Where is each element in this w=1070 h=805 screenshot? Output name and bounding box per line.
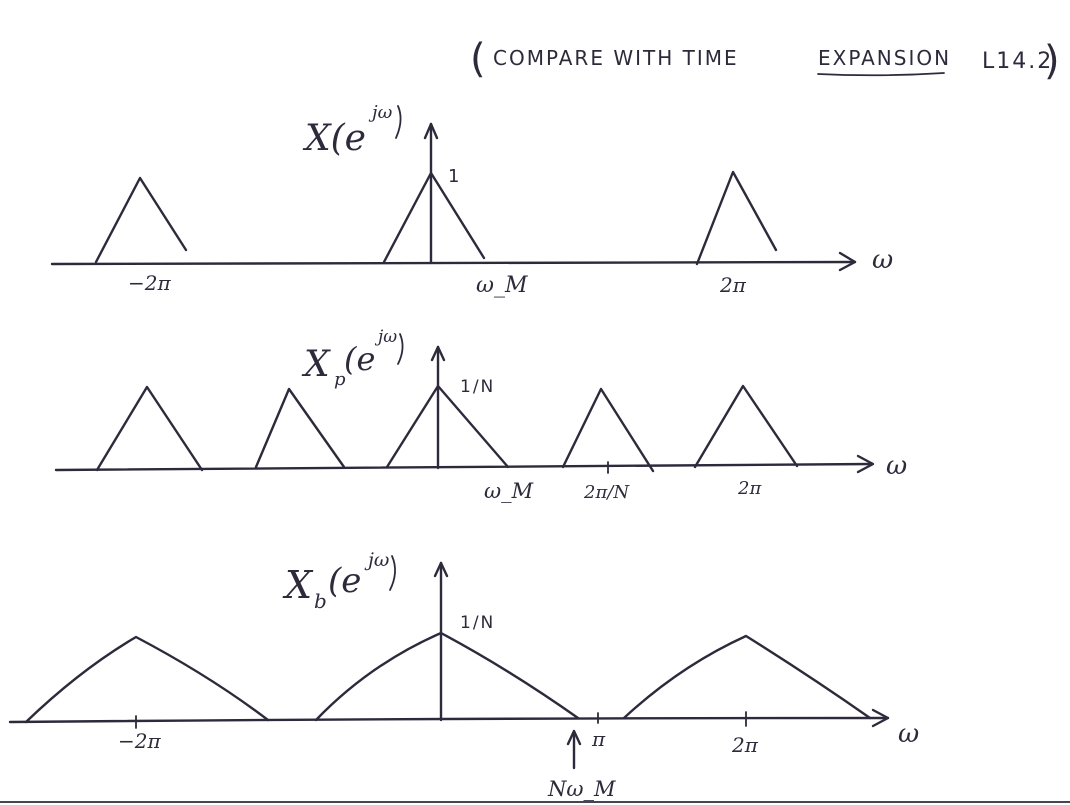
plot2-title-mid: (e: [344, 340, 375, 378]
plot2-horizontal-axis: [54, 462, 874, 472]
plot1-title: X(e: [302, 118, 366, 159]
plot1-axis-variable: ω: [872, 245, 893, 275]
plot2-axis-variable: ω: [886, 451, 907, 481]
plot2-triangle-1: [95, 385, 204, 472]
plot2-triangle-4: [561, 387, 655, 473]
plot1-tick-minus-2pi: −2π: [128, 271, 171, 295]
plot2-triangle-2: [254, 387, 346, 469]
plot2-title: X: [301, 344, 331, 385]
plot3-tick-minus-2pi: −2π: [118, 729, 161, 753]
plot1-peak-label: 1: [448, 166, 461, 187]
plot3-vertical-arrowhead: [433, 561, 449, 578]
plot3-title: X: [282, 563, 314, 607]
plot3-axis-arrowhead: [871, 708, 890, 728]
plot1-tick-omega-m: ω_M: [476, 273, 528, 298]
plot2-title-close-paren: [397, 333, 404, 365]
plot1-triangle-left: [94, 176, 188, 264]
plot3-tick-2pi: 2π: [731, 733, 759, 757]
plot1-title-superscript: jω: [368, 102, 393, 123]
plot1-horizontal-axis: [50, 260, 857, 266]
plot2-title-subscript: p: [334, 369, 346, 390]
plot1-tick-2pi: 2π: [719, 273, 747, 297]
plot3-title-mid: (e: [328, 561, 361, 601]
plot2-peak-label: 1/N: [460, 377, 495, 397]
plot2-triangle-3: [385, 384, 510, 469]
note-text-expansion: EXPANSION: [818, 46, 951, 70]
header-note: ( COMPARE WITH TIME EXPANSION L14.2 ): [470, 36, 1062, 84]
note-open-paren: (: [470, 36, 488, 82]
note-text-compare: COMPARE WITH TIME: [493, 46, 739, 70]
plot-decimated-spectrum: X b (e jω 1/N ω −2π π 2π Nω_M: [8, 549, 919, 801]
plot3-title-superscript: jω: [364, 549, 389, 571]
plot2-tick-2pi-over-n: 2π/N: [583, 482, 630, 503]
plot1-triangle-right: [695, 170, 778, 266]
plot-original-spectrum: X(e jω 1 ω −2π ω_M 2π: [50, 102, 893, 298]
plot2-axis-arrowhead: [856, 454, 875, 474]
plot1-axis-arrowhead: [838, 251, 857, 272]
plot3-marker-arrowhead: [566, 729, 582, 746]
plot3-axis-variable: ω: [898, 719, 919, 749]
plot3-peak-label: 1/N: [460, 613, 495, 633]
plot2-vertical-arrowhead: [430, 345, 446, 362]
plot2-title-superscript: jω: [374, 327, 397, 347]
plot3-triangle-right: [622, 634, 872, 720]
note-text-lecture-ref: L14.2: [982, 49, 1053, 74]
plot1-title-close-paren: [395, 105, 402, 139]
plot3-tick-pi: π: [591, 727, 606, 751]
plot-sampled-spectrum: X p (e jω 1/N ω ω_M 2π/N 2π: [54, 327, 907, 503]
plot3-triangle-left: [24, 635, 270, 724]
plot1-vertical-arrowhead: [423, 122, 439, 140]
expansion-underline: [817, 72, 945, 77]
note-close-paren: ): [1044, 38, 1062, 84]
plot1-triangle-center: [382, 171, 486, 264]
plot3-marker-label: Nω_M: [547, 777, 616, 801]
plot2-tick-omega-m: ω_M: [484, 479, 534, 503]
plot2-tick-2pi: 2π: [737, 478, 762, 499]
plot3-title-close-paren: [389, 555, 396, 591]
plot2-triangle-5: [693, 384, 799, 469]
plot3-triangle-center: [314, 631, 580, 722]
plot3-title-subscript: b: [314, 589, 327, 613]
plot3-horizontal-axis: [8, 716, 890, 724]
